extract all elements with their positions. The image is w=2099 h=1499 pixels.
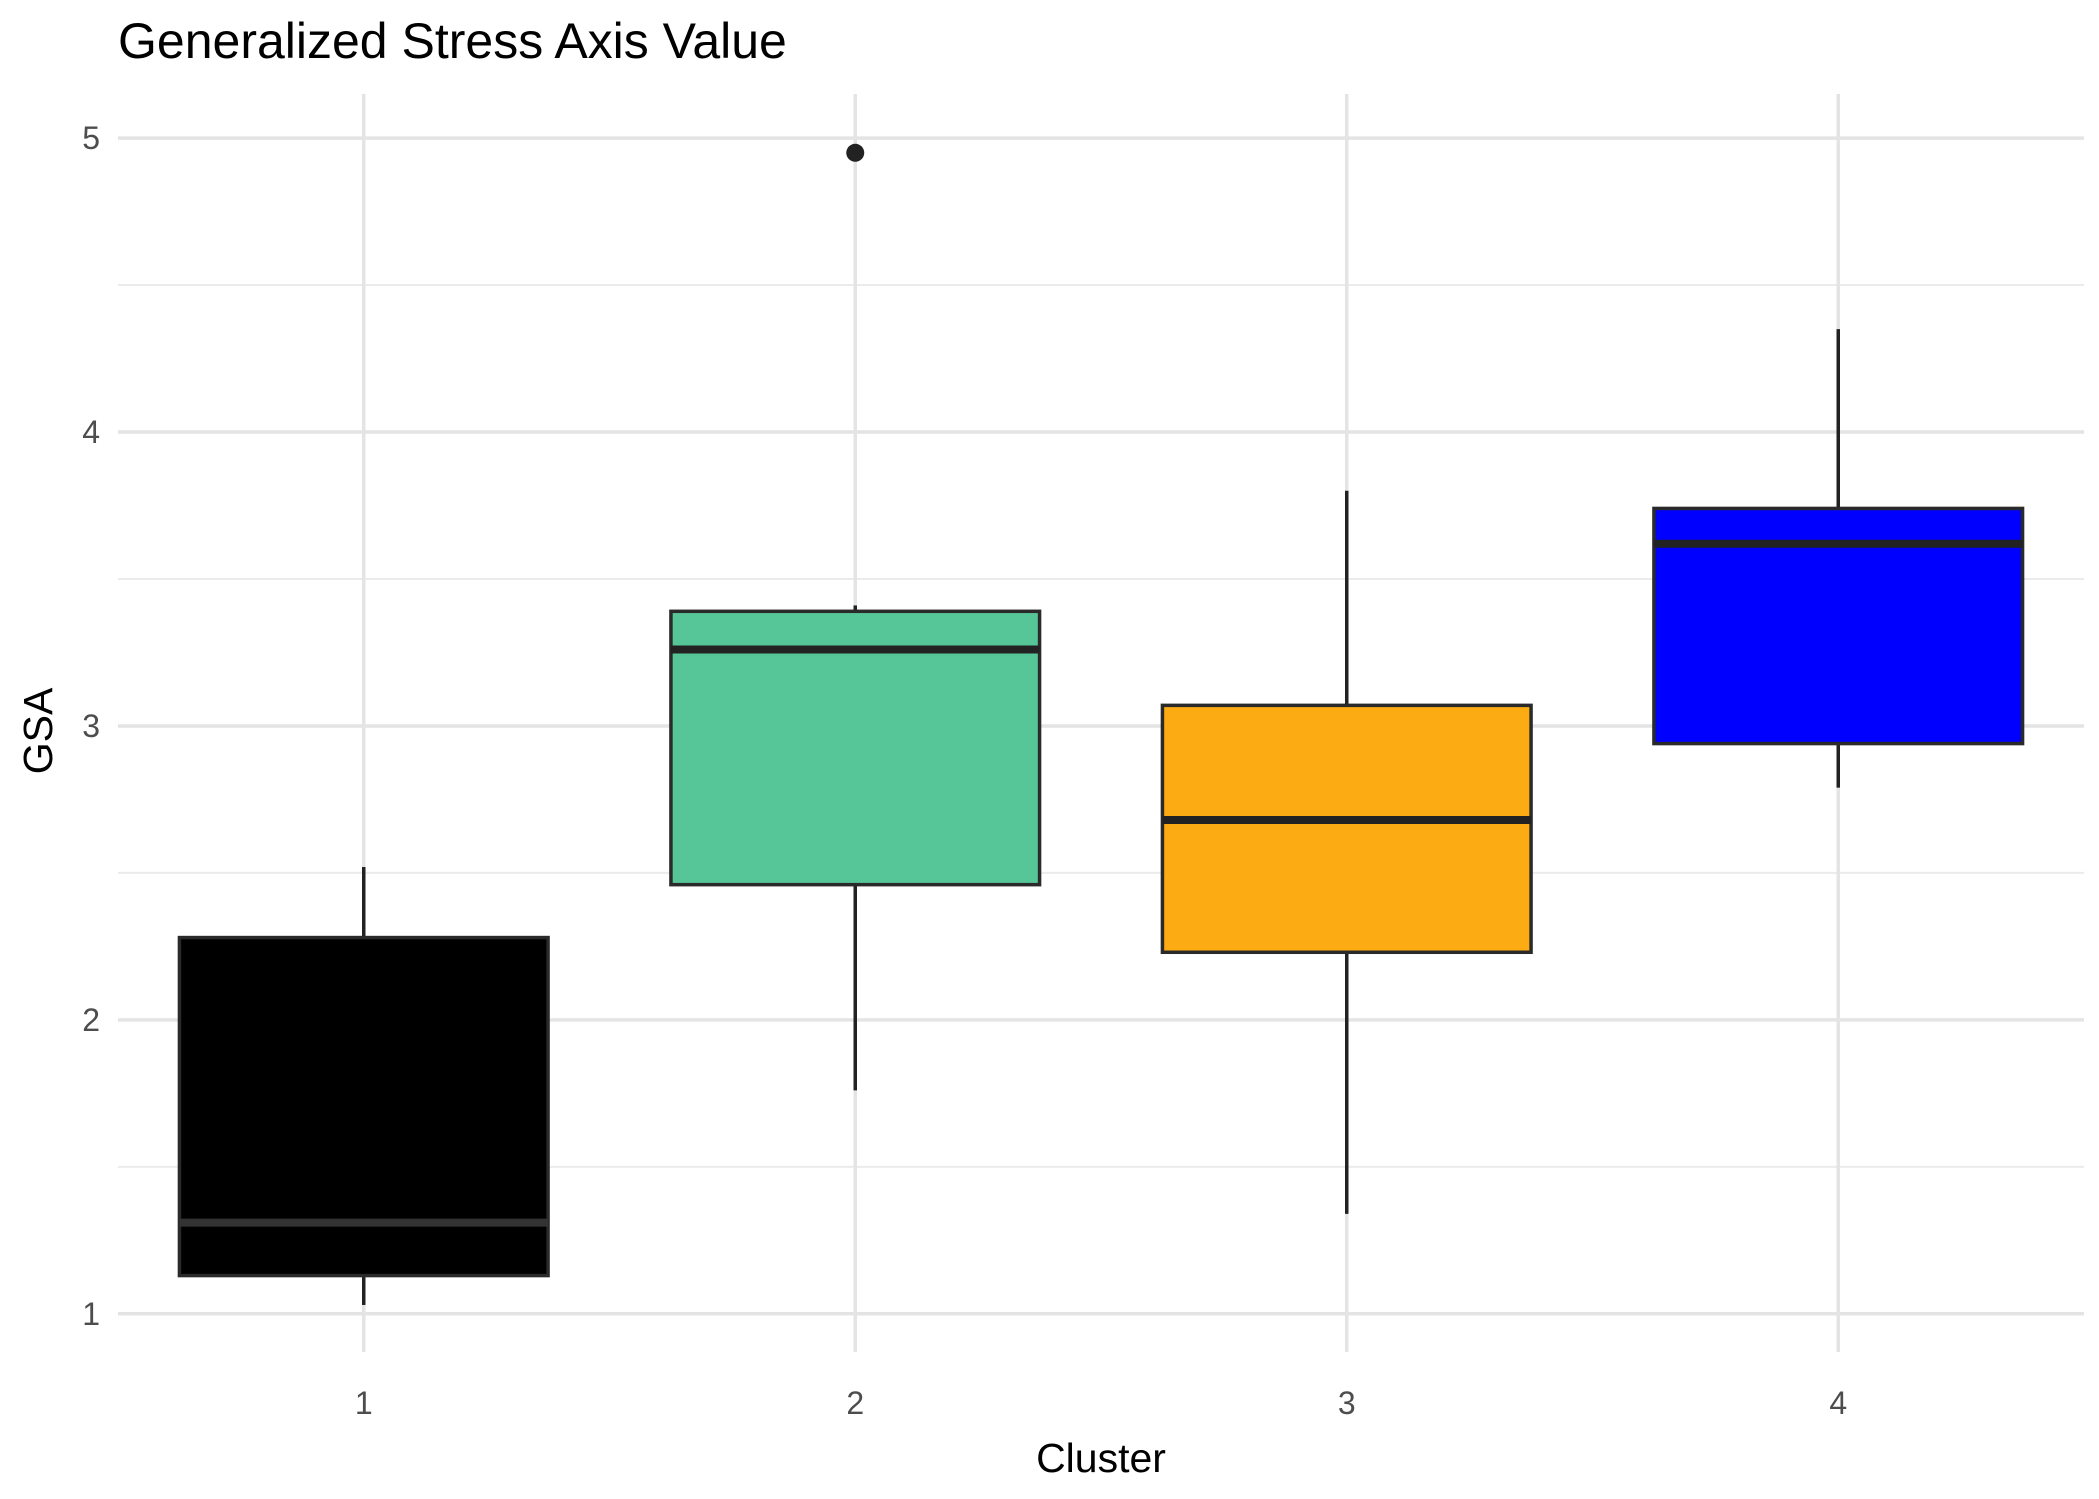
y-tick-label: 3	[82, 708, 100, 744]
box-iqr	[1160, 703, 1533, 955]
box-cluster-3	[1160, 490, 1533, 1214]
x-tick-label: 3	[1338, 1385, 1356, 1421]
box-series	[177, 143, 2025, 1305]
box-cluster-4	[1652, 329, 2025, 788]
y-tick-label: 4	[82, 414, 100, 450]
x-axis-title: Cluster	[1036, 1435, 1166, 1481]
x-tick-label: 2	[846, 1385, 864, 1421]
box-cluster-1	[177, 867, 550, 1305]
y-axis-title: GSA	[15, 687, 61, 774]
outlier-point	[846, 143, 865, 162]
y-tick-label: 1	[82, 1296, 100, 1332]
x-tick-label: 4	[1829, 1385, 1847, 1421]
axis-labels: 1 2 3 4 5 1 2 3 4	[82, 120, 1847, 1421]
box-iqr	[669, 609, 1042, 887]
box-cluster-2	[669, 143, 1042, 1091]
y-tick-label: 2	[82, 1002, 100, 1038]
chart-title: Generalized Stress Axis Value	[118, 13, 787, 69]
x-tick-label: 1	[355, 1385, 373, 1421]
y-tick-label: 5	[82, 120, 100, 156]
